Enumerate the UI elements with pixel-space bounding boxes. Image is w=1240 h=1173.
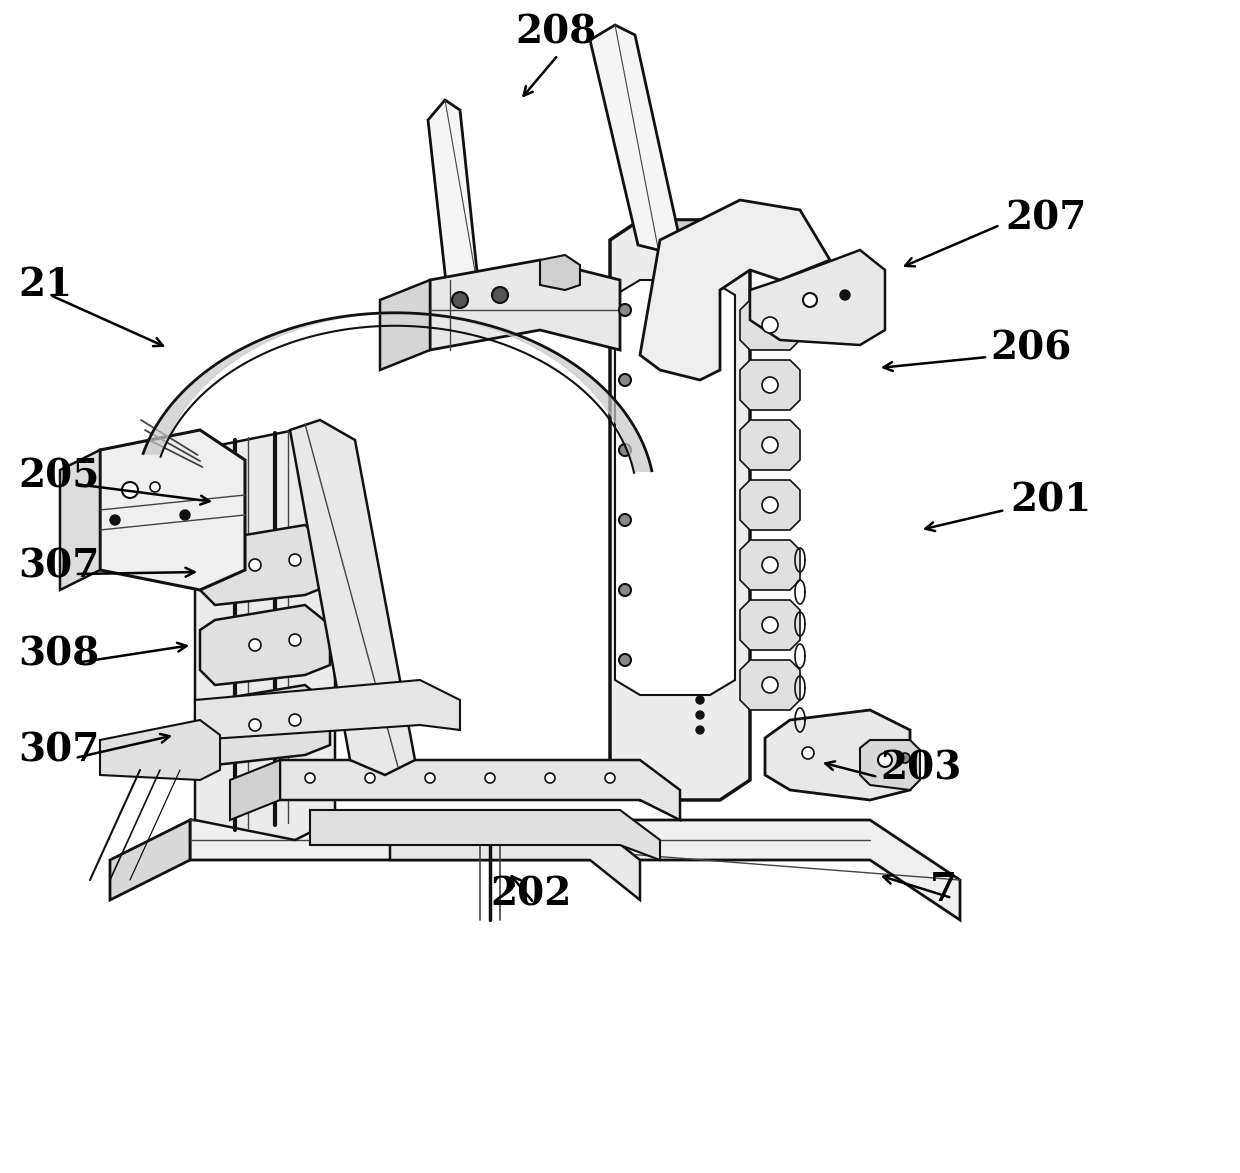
Polygon shape [539,255,580,290]
Circle shape [249,639,260,651]
Circle shape [696,726,704,734]
Circle shape [696,711,704,719]
Polygon shape [310,811,660,860]
Circle shape [763,317,777,333]
Polygon shape [740,300,800,350]
Text: 201: 201 [1011,481,1091,518]
Circle shape [619,374,631,386]
Circle shape [425,773,435,784]
Polygon shape [740,480,800,530]
Polygon shape [100,430,246,590]
Polygon shape [195,680,460,740]
Text: 307: 307 [19,547,99,585]
Text: 307: 307 [19,731,99,769]
Circle shape [802,747,813,759]
Polygon shape [740,601,800,650]
Circle shape [289,554,301,567]
Polygon shape [100,720,219,780]
Polygon shape [640,201,830,380]
Text: 21: 21 [19,266,72,304]
Circle shape [305,773,315,784]
Circle shape [249,719,260,731]
Circle shape [180,510,190,520]
Text: 206: 206 [990,328,1071,367]
Circle shape [763,497,777,513]
Circle shape [289,633,301,646]
Polygon shape [190,820,960,920]
Circle shape [619,655,631,666]
Circle shape [763,557,777,572]
Text: 207: 207 [1004,199,1086,237]
Text: 202: 202 [490,876,572,914]
Circle shape [763,677,777,693]
Circle shape [696,696,704,704]
Polygon shape [379,280,430,369]
Circle shape [453,292,467,308]
Polygon shape [740,360,800,411]
Circle shape [289,714,301,726]
Polygon shape [200,526,330,605]
Polygon shape [60,450,100,590]
Polygon shape [610,221,750,800]
Circle shape [249,560,260,571]
Circle shape [900,753,910,762]
Circle shape [619,514,631,526]
Polygon shape [290,420,415,775]
Circle shape [492,287,508,303]
Text: 208: 208 [515,13,596,50]
Polygon shape [430,260,620,350]
Circle shape [619,304,631,316]
Circle shape [150,482,160,491]
Polygon shape [640,221,750,240]
Polygon shape [280,760,680,820]
Text: 7: 7 [930,872,957,909]
Polygon shape [229,760,280,820]
Circle shape [839,290,849,300]
Polygon shape [765,710,910,800]
Polygon shape [615,280,735,694]
Polygon shape [110,820,190,900]
Text: 205: 205 [19,457,99,495]
Polygon shape [195,430,335,840]
Polygon shape [740,660,800,710]
Circle shape [605,773,615,784]
Polygon shape [750,250,885,345]
Polygon shape [861,740,920,789]
Circle shape [763,377,777,393]
Polygon shape [391,820,640,900]
Polygon shape [740,420,800,470]
Text: 203: 203 [880,750,961,787]
Circle shape [485,773,495,784]
Circle shape [763,617,777,633]
Polygon shape [200,605,330,685]
Circle shape [365,773,374,784]
Circle shape [122,482,138,499]
Circle shape [878,753,892,767]
Circle shape [619,445,631,456]
Polygon shape [200,685,330,765]
Circle shape [619,584,631,596]
Polygon shape [428,100,480,310]
Circle shape [763,438,777,453]
Circle shape [110,515,120,526]
Polygon shape [740,540,800,590]
Text: 308: 308 [19,636,99,674]
Polygon shape [590,25,680,250]
Circle shape [546,773,556,784]
Circle shape [804,293,817,307]
